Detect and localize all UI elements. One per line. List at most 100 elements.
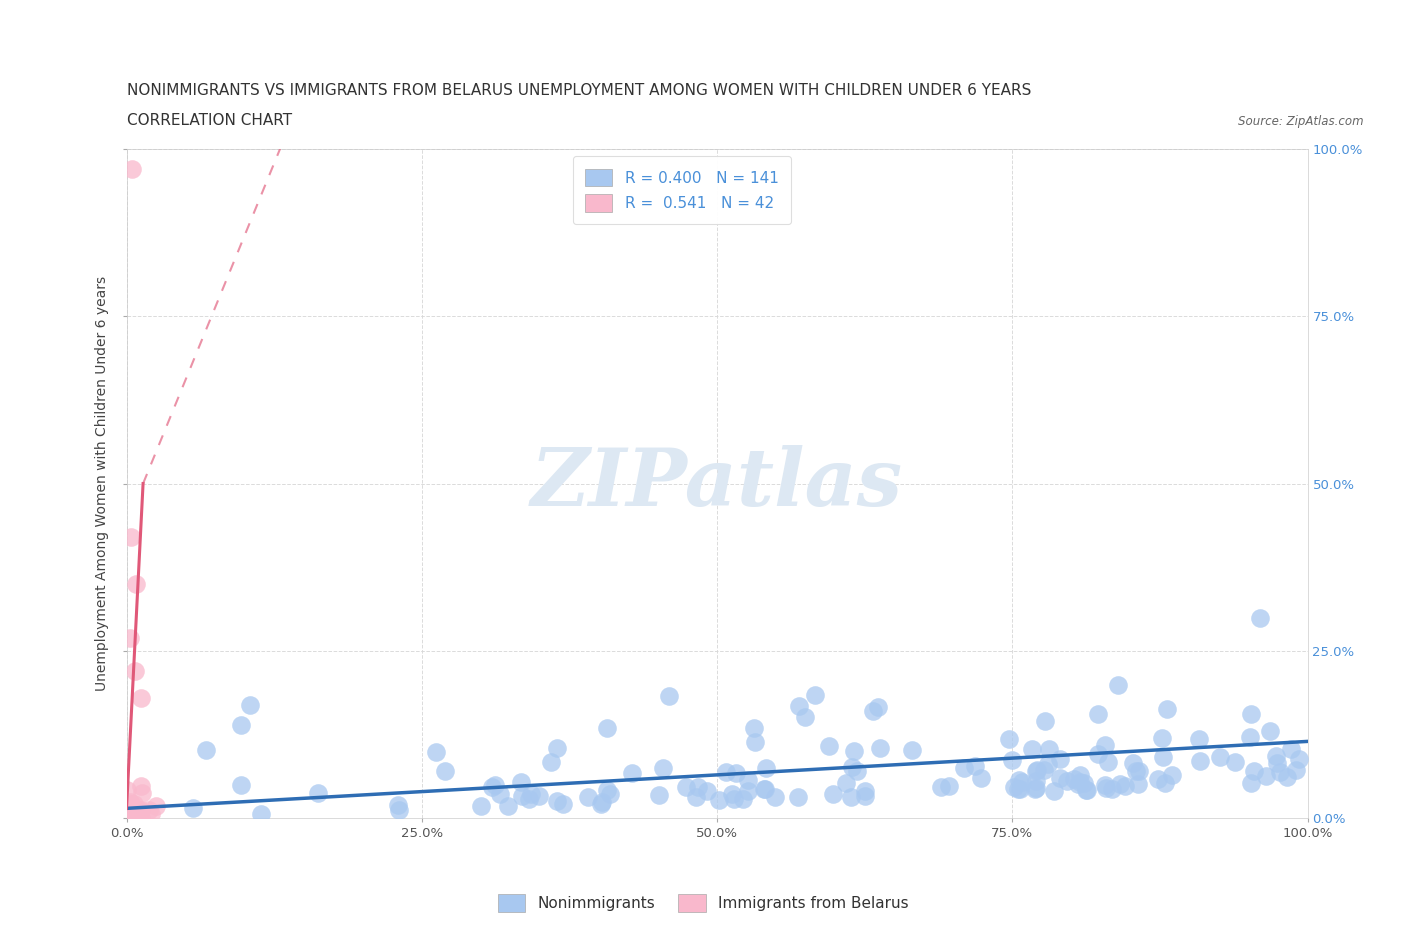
Point xyxy=(648,788,671,803)
Point xyxy=(118,802,141,817)
Point xyxy=(489,787,512,802)
Point xyxy=(512,789,534,804)
Point xyxy=(387,798,409,813)
Point xyxy=(591,797,613,812)
Point xyxy=(953,760,976,775)
Point xyxy=(969,770,991,785)
Point xyxy=(733,791,755,806)
Point xyxy=(520,787,543,802)
Point xyxy=(481,780,503,795)
Point xyxy=(1265,755,1288,770)
Point xyxy=(596,782,619,797)
Point xyxy=(621,765,644,780)
Point xyxy=(124,804,146,819)
Point xyxy=(752,781,775,796)
Point xyxy=(787,698,810,713)
Point xyxy=(869,740,891,755)
Point xyxy=(115,804,138,818)
Point xyxy=(1125,764,1147,779)
Point xyxy=(115,783,138,798)
Point xyxy=(599,787,621,802)
Point xyxy=(1270,764,1292,779)
Point xyxy=(387,803,409,817)
Point xyxy=(1264,748,1286,763)
Point xyxy=(931,780,953,795)
Point xyxy=(714,764,737,779)
Point xyxy=(117,805,139,820)
Text: NONIMMIGRANTS VS IMMIGRANTS FROM BELARUS UNEMPLOYMENT AMONG WOMEN WITH CHILDREN : NONIMMIGRANTS VS IMMIGRANTS FROM BELARUS… xyxy=(127,83,1031,98)
Point xyxy=(1275,770,1298,785)
Point xyxy=(1056,774,1078,789)
Point xyxy=(117,804,139,819)
Point xyxy=(1240,707,1263,722)
Point xyxy=(115,807,138,822)
Point xyxy=(1025,774,1047,789)
Point xyxy=(307,786,329,801)
Point xyxy=(1008,773,1031,788)
Point xyxy=(591,795,613,810)
Point xyxy=(842,743,865,758)
Point xyxy=(131,810,153,825)
Point xyxy=(1094,778,1116,793)
Point xyxy=(845,764,868,778)
Point xyxy=(1156,702,1178,717)
Point xyxy=(1147,772,1170,787)
Point xyxy=(724,765,747,780)
Point xyxy=(141,806,163,821)
Point xyxy=(117,806,139,821)
Point xyxy=(546,793,568,808)
Point xyxy=(1154,776,1177,790)
Point xyxy=(1025,764,1047,778)
Point xyxy=(1101,782,1123,797)
Point xyxy=(128,803,150,817)
Point xyxy=(1152,731,1174,746)
Point xyxy=(510,774,533,789)
Point xyxy=(131,786,153,801)
Point xyxy=(1188,731,1211,746)
Point xyxy=(938,778,960,793)
Point xyxy=(686,779,709,794)
Point xyxy=(1288,752,1310,767)
Point xyxy=(118,795,141,810)
Point xyxy=(1189,754,1212,769)
Point xyxy=(1114,779,1136,794)
Point xyxy=(866,699,889,714)
Point xyxy=(117,811,139,826)
Point xyxy=(1225,754,1247,769)
Point xyxy=(1279,741,1302,756)
Point xyxy=(553,796,575,811)
Point xyxy=(1038,741,1060,756)
Point xyxy=(484,777,506,792)
Point xyxy=(1049,770,1071,785)
Point xyxy=(685,790,707,804)
Point xyxy=(129,779,152,794)
Point xyxy=(576,790,599,804)
Point xyxy=(1087,706,1109,721)
Point xyxy=(658,688,681,703)
Text: ZIPatlas: ZIPatlas xyxy=(531,445,903,523)
Point xyxy=(124,664,146,679)
Point xyxy=(862,704,884,719)
Point xyxy=(651,761,673,776)
Point xyxy=(1007,782,1029,797)
Point xyxy=(853,789,876,804)
Point xyxy=(709,793,731,808)
Point xyxy=(181,801,204,816)
Point xyxy=(1285,763,1308,777)
Point xyxy=(239,698,262,712)
Point xyxy=(853,784,876,799)
Point xyxy=(540,754,562,769)
Point xyxy=(115,807,138,822)
Point xyxy=(229,717,252,732)
Point xyxy=(1243,764,1265,779)
Point xyxy=(129,802,152,817)
Point xyxy=(787,790,810,804)
Point xyxy=(1097,754,1119,769)
Point xyxy=(145,799,167,814)
Point xyxy=(804,687,827,702)
Point xyxy=(737,784,759,799)
Point xyxy=(755,761,778,776)
Point xyxy=(1069,775,1091,790)
Point xyxy=(1021,741,1043,756)
Point xyxy=(470,799,492,814)
